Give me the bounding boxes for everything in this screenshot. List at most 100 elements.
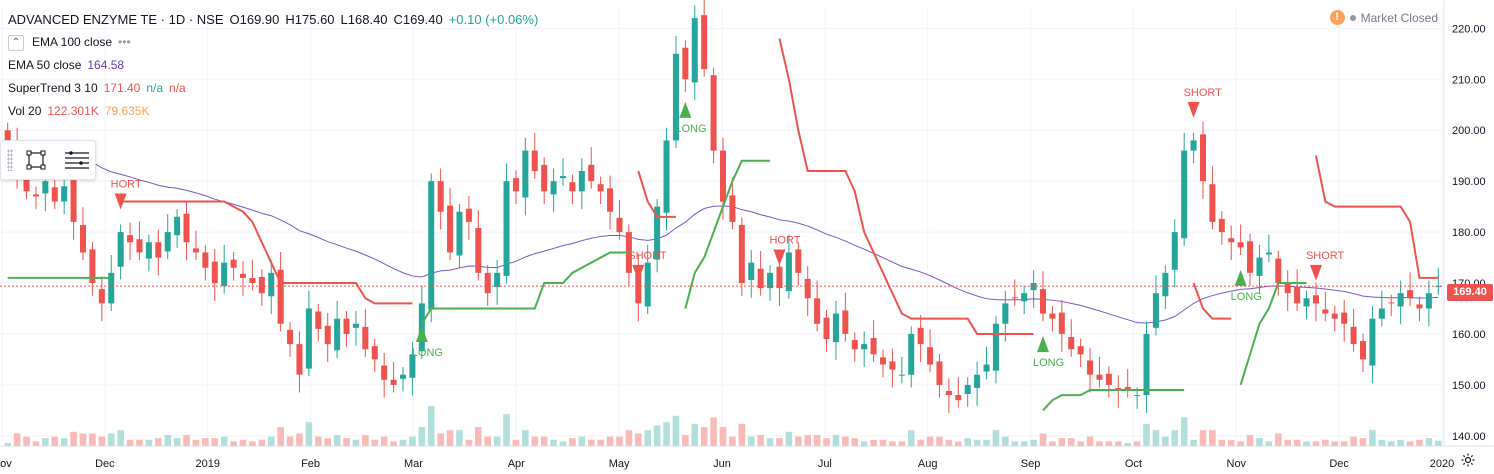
candle-body <box>1247 241 1254 273</box>
volume-bar <box>89 433 96 446</box>
candle-body <box>879 357 887 365</box>
candle-body <box>1359 341 1367 360</box>
volume-bar <box>4 443 11 446</box>
candle-body <box>399 374 407 379</box>
candle-body <box>663 140 670 213</box>
volume-bar <box>747 436 755 446</box>
volume-bar <box>70 431 77 446</box>
drawing-toolbox[interactable] <box>0 140 96 180</box>
volume-bar <box>1265 441 1273 446</box>
volume-bar <box>917 439 924 446</box>
indicator-row[interactable]: SuperTrend 3 10 171.40 n/a n/a <box>8 77 538 100</box>
candle-body <box>1115 387 1122 390</box>
price-tick-label: 180.00 <box>1452 227 1486 239</box>
volume-bar <box>1350 436 1357 446</box>
volume-bar <box>107 433 115 446</box>
indicator-row[interactable]: ⌃ EMA 100 close ••• <box>8 31 538 54</box>
candle-body <box>1162 272 1169 297</box>
long-signal-icon <box>1234 269 1247 286</box>
volume-bar <box>1049 441 1056 446</box>
candle-body <box>1350 326 1357 345</box>
candle-body <box>249 277 256 284</box>
volume-bar <box>926 436 934 446</box>
candle-body <box>192 248 199 253</box>
long-signal-icon <box>415 325 428 342</box>
candle-body <box>814 298 821 324</box>
candle-body <box>145 242 152 259</box>
indicator-row[interactable]: EMA 50 close 164.58 <box>8 54 538 77</box>
time-tick-label: Oct <box>1125 458 1142 470</box>
candle-body <box>644 262 651 307</box>
indicator-value: n/a <box>146 81 164 95</box>
candle-body <box>32 194 39 197</box>
settings-lines-icon[interactable] <box>60 144 95 176</box>
volume-bar <box>1105 441 1113 446</box>
volume-bar <box>1303 441 1310 446</box>
candle-body <box>1143 333 1150 396</box>
time-tick-label: Sep <box>1021 458 1041 470</box>
volume-bar <box>851 438 859 446</box>
gear-icon[interactable] <box>1460 452 1476 468</box>
volume-bar <box>1227 439 1235 446</box>
candle-body <box>211 261 218 284</box>
warning-icon[interactable]: ! <box>1329 10 1345 25</box>
drag-handle-icon[interactable] <box>7 149 13 171</box>
market-status[interactable]: ! Market Closed <box>1329 10 1438 25</box>
object-tree-icon[interactable] <box>19 144 54 176</box>
volume-bar <box>202 438 209 446</box>
indicator-value: ••• <box>118 35 131 49</box>
volume-bar <box>1312 441 1320 446</box>
candle-body <box>682 47 689 80</box>
candle-body <box>625 232 632 273</box>
volume-bar <box>729 436 736 446</box>
volume-bar <box>682 435 689 446</box>
indicator-row[interactable]: Vol 20 122.301K 79.635K <box>8 100 538 123</box>
candle-body <box>1312 295 1319 304</box>
candle-body <box>1105 373 1112 385</box>
candle-body <box>1237 242 1244 248</box>
candle-body <box>108 272 115 304</box>
candle-body <box>898 374 905 376</box>
volume-bar <box>1284 439 1291 446</box>
volume-bar <box>512 439 520 446</box>
candle-body <box>202 252 209 268</box>
volume-bar <box>1067 438 1075 446</box>
volume-bar <box>1162 436 1169 446</box>
candle-body <box>823 317 830 340</box>
collapse-legend-icon[interactable]: ⌃ <box>8 34 24 51</box>
volume-bar <box>409 436 416 446</box>
candle-body <box>1416 304 1423 309</box>
symbol-title[interactable]: ADVANCED ENZYME TE · 1D · NSE <box>8 12 224 27</box>
volume-bar <box>540 436 548 446</box>
candle-body <box>936 361 943 385</box>
candle-body <box>381 365 388 380</box>
candle-body <box>258 276 265 294</box>
candle-body <box>1425 293 1432 309</box>
volume-bar <box>1397 439 1404 446</box>
candle-body <box>484 272 491 294</box>
candle-body <box>1181 150 1188 239</box>
volume-bar <box>936 436 943 446</box>
volume-bar <box>964 438 971 446</box>
candle-body <box>1341 312 1348 324</box>
supertrend-line <box>684 159 771 309</box>
candle-body <box>1011 297 1018 299</box>
price-tick-label: 200.00 <box>1452 125 1486 137</box>
indicator-label: Vol 20 <box>8 104 42 118</box>
volume-bar <box>155 438 162 446</box>
supertrend-line <box>778 38 1034 335</box>
price-tick-label: 140.00 <box>1452 431 1486 443</box>
candle-body <box>1002 303 1009 324</box>
candle-body <box>1087 360 1094 375</box>
volume-bar <box>371 439 379 446</box>
volume-bar <box>173 438 181 446</box>
volume-bar <box>1180 417 1188 446</box>
supertrend-line <box>1314 155 1439 279</box>
volume-bar <box>1209 430 1216 446</box>
candle-body <box>70 180 77 222</box>
volume-bar <box>446 430 454 446</box>
candle-body <box>531 150 538 171</box>
supertrend-line <box>1042 388 1185 412</box>
